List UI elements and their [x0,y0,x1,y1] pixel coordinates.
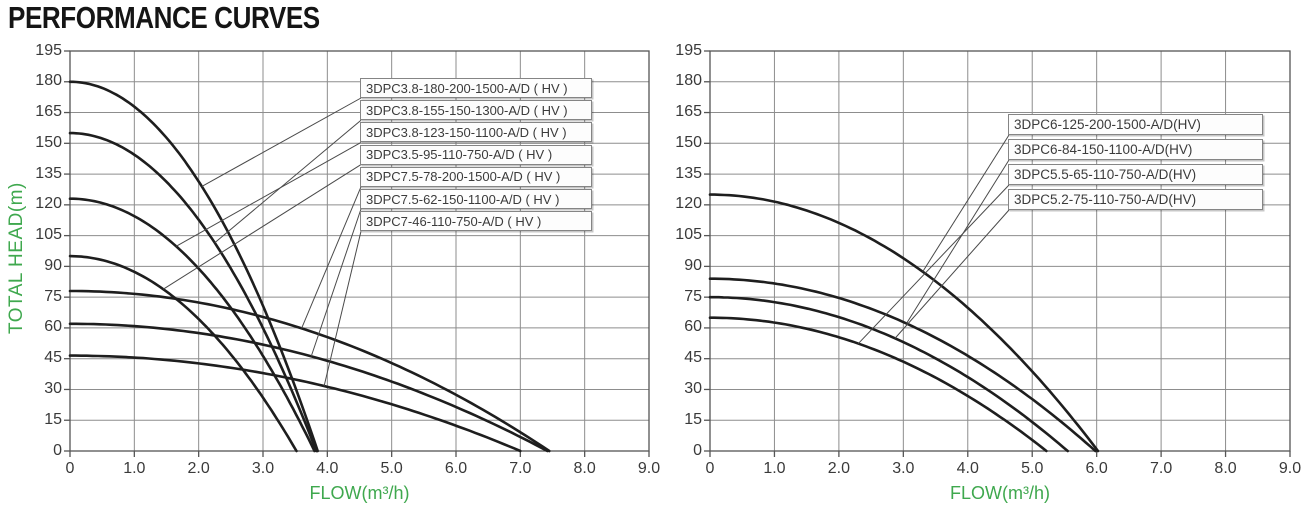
x-tick-label: 1.0 [123,460,146,477]
x-tick-label: 7.0 [1149,460,1173,477]
x-tick-label: 3.0 [251,460,275,477]
x-axis-title: FLOW(m³/h) [950,483,1050,503]
y-tick-label: 45 [684,349,702,367]
y-tick-label: 150 [35,133,62,151]
x-tick-label: 4.0 [956,460,979,477]
pump-curve [708,277,1097,453]
x-tick-label: 7.0 [509,460,532,477]
chart-plot-svg [704,50,1291,457]
series-label: 3DPC7.5-62-150-1100-A/D ( HV ) [360,189,592,209]
leader-line [214,119,362,244]
series-label: 3DPC3.8-155-150-1300-A/D ( HV ) [360,100,592,121]
pump-curve [68,289,551,453]
plot-border [709,50,1291,452]
series-label: 3DPC7.5-78-200-1500-A/D ( HV ) [360,166,592,187]
y-tick-label: 90 [44,256,62,274]
y-tick-label: 60 [684,318,702,336]
y-tick-label: 75 [684,287,702,305]
leader-line [894,209,1010,339]
leader-line [310,208,362,357]
y-tick-label: 0 [53,441,62,459]
pump-curve [708,193,1100,453]
pump-curve [68,322,549,453]
x-tick-label: 3.0 [892,460,915,477]
series-label: 3DPC3.8-123-150-1100-A/D ( HV ) [360,122,592,143]
y-tick-label: 0 [693,441,702,459]
pump-curve [708,316,1048,453]
y-tick-label: 135 [35,164,62,182]
x-tick-label: 0 [65,460,75,477]
x-tick-label: 6.0 [1085,460,1108,477]
x-tick-label: 8.0 [573,460,596,477]
y-tick-label: 195 [675,41,702,59]
series-label: 3DPC3.5-95-110-750-A/D ( HV ) [360,144,592,165]
y-tick-label: 15 [44,410,62,428]
x-tick-label: 0 [705,460,715,477]
plot-border [69,50,650,452]
x-tick-label: 6.0 [444,460,468,477]
x-tick-label: 2.0 [827,460,850,477]
series-label: 3DPC3.8-180-200-1500-A/D ( HV ) [360,78,592,98]
y-tick-label: 180 [675,72,702,90]
x-tick-label: 5.0 [380,460,403,477]
y-tick-label: 45 [44,349,62,367]
pump-curve [68,254,298,453]
x-tick-label: 1.0 [763,460,786,477]
y-tick-label: 180 [35,72,62,90]
pump-curve [68,131,318,453]
series-label: 3DPC6-125-200-1500-A/D(HV) [1008,114,1263,135]
leader-line [323,231,362,387]
y-tick-label: 120 [35,195,62,213]
x-tick-label: 8.0 [1214,460,1237,477]
y-tick-label: 105 [675,226,702,244]
leader-line [906,159,1010,324]
pump-curve [68,354,522,453]
y-tick-label: 135 [675,164,702,182]
pump-curve [68,80,319,453]
series-label: 3DPC6-84-150-1100-A/D(HV) [1008,139,1263,160]
series-label: 3DPC5.5-65-110-750-A/D(HV) [1008,164,1263,185]
x-tick-label: 9.0 [637,460,661,477]
y-tick-label: 105 [35,226,62,244]
y-tick-label: 120 [675,195,702,213]
series-label: 3DPC7-46-110-750-A/D ( HV ) [360,211,592,232]
x-axis-title: FLOW(m³/h) [309,483,410,503]
leader-line [922,134,1010,272]
page-title: PERFORMANCE CURVES [8,0,320,35]
y-tick-label: 195 [35,41,62,59]
leader-line [301,186,362,329]
x-tick-label: 9.0 [1278,460,1302,477]
y-tick-label: 30 [684,379,702,397]
y-tick-label: 165 [35,103,62,121]
leader-line [857,184,1010,345]
series-label: 3DPC5.2-75-110-750-A/D(HV) [1008,189,1263,210]
y-tick-label: 90 [684,256,702,274]
leader-line [175,141,362,247]
x-tick-label: 4.0 [316,460,339,477]
leader-line [163,164,362,290]
y-tick-label: 30 [44,379,62,397]
x-tick-label: 2.0 [187,460,210,477]
y-tick-label: 60 [44,318,62,336]
y-tick-label: 165 [675,103,702,121]
leader-line [201,97,362,187]
pump-curve [708,295,1070,453]
y-tick-label: 75 [44,287,62,305]
x-tick-label: 5.0 [1021,460,1044,477]
y-tick-label: 150 [675,133,702,151]
y-tick-label: 15 [684,410,702,428]
